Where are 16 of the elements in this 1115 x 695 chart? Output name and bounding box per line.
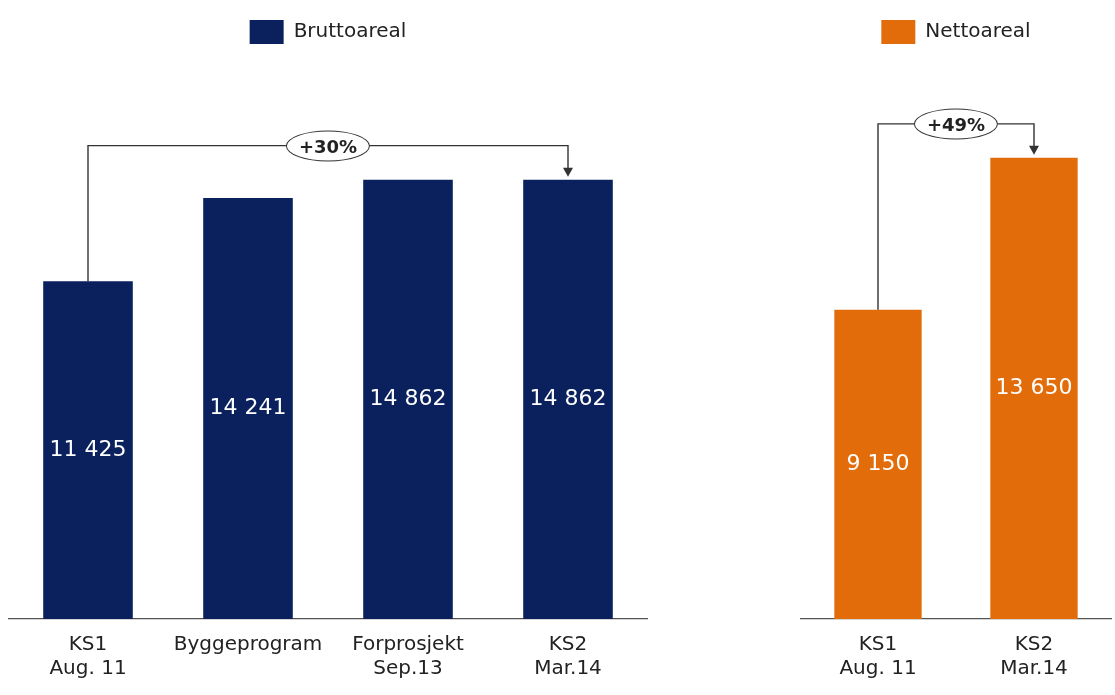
x-tick-label: Byggeprogram [173, 631, 323, 656]
text: +30% [285, 130, 371, 162]
x-tick-label: KS2 Mar.14 [1000, 631, 1068, 680]
x-tick-label: Forprosjekt Sep.13 [352, 631, 464, 680]
data-label: 9 150 [846, 450, 910, 476]
data-label: 11 425 [49, 435, 127, 461]
data-label: 14 862 [369, 385, 447, 411]
x-tick-label: KS1 Aug. 11 [49, 631, 127, 680]
data-label: 13 650 [995, 374, 1073, 400]
x-tick-label: KS1 Aug. 11 [839, 631, 917, 680]
text: +49% [913, 108, 999, 140]
legend-label: Nettoareal [925, 18, 1031, 43]
x-tick-label: KS2 Mar.14 [534, 631, 602, 680]
legend-label: Bruttoareal [293, 18, 407, 43]
data-label: 14 241 [209, 394, 287, 420]
data-label: 14 862 [529, 385, 607, 411]
